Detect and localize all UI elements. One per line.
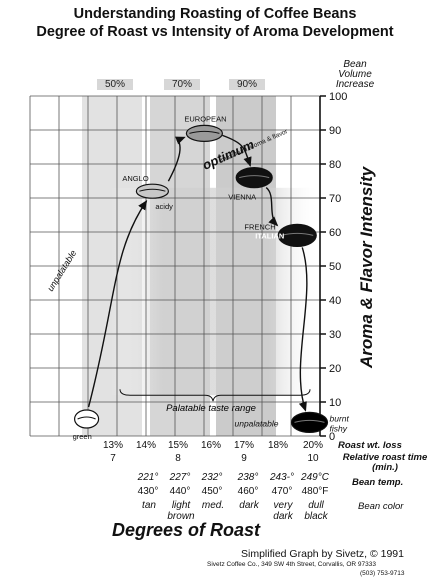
- palatable-brace: [119, 389, 311, 402]
- palatable-label: Palatable taste range: [166, 403, 256, 414]
- point-label: VIENNA: [228, 193, 256, 202]
- bean-color-value: tan: [142, 500, 156, 511]
- temp-c-value: 232°: [201, 472, 223, 483]
- grid: [29, 95, 326, 437]
- bean-volume-label-line: Bean: [343, 59, 367, 70]
- bean-crease: [294, 419, 325, 423]
- x-tick-label: 15%: [167, 440, 188, 451]
- bean-green: [73, 409, 100, 429]
- volume-increase-70: 70%: [164, 79, 201, 90]
- x-tick-label: 18%: [267, 440, 288, 451]
- bean-anglo: [135, 183, 169, 199]
- temp-f-value: 450°: [201, 486, 223, 497]
- roast-time-value: 10: [307, 453, 319, 464]
- y-tick-label: 30: [329, 329, 341, 341]
- arrow-european-vienna: [222, 134, 252, 167]
- bean-color-value: med.: [201, 500, 225, 511]
- chart-subtitle: Degree of Roast vs Intensity of Aroma De…: [36, 24, 394, 40]
- y-tick-label: 60: [329, 227, 341, 239]
- temp-f-value: 470°: [271, 486, 293, 497]
- bean-color-label: Bean color: [358, 501, 404, 512]
- point-label: burnt: [330, 413, 350, 423]
- temp-f-value: 440°: [169, 486, 191, 497]
- x-tick-label: 13%: [102, 440, 123, 451]
- temp-c-value: 238°: [237, 472, 259, 483]
- bean-crease: [239, 175, 270, 179]
- bean-italian: [277, 223, 317, 247]
- x-axis-name: Roast wt. loss: [338, 440, 402, 451]
- point-label: green: [73, 432, 92, 441]
- point-label: unpalatable: [45, 248, 78, 293]
- temp-c-value: 221°: [137, 472, 159, 483]
- bean-crease: [77, 416, 96, 420]
- temp-f-value: 460°: [237, 486, 259, 497]
- point-label: unpalatable: [235, 418, 279, 428]
- point-label: acidy: [155, 202, 173, 211]
- y-tick-label: 10: [329, 397, 341, 409]
- footer-credit: Simplified Graph by Sivetz, © 1991: [241, 548, 404, 560]
- bean-crease: [281, 232, 314, 236]
- roast-time-value: 7: [110, 453, 116, 464]
- point-label: fishy: [330, 423, 348, 433]
- roast-time-label: Relative roast time (min.): [342, 452, 428, 473]
- bean-color-value: light brown: [167, 500, 195, 522]
- arrow-vienna-italian: [265, 187, 279, 227]
- bean-unpalatable: [290, 411, 329, 433]
- bean-crease: [139, 188, 166, 192]
- bean-volume-label: Bean Volume Increase: [320, 60, 390, 90]
- temp-c-value: 227°: [169, 472, 191, 483]
- y-tick-label: 0: [329, 431, 335, 443]
- volume-increase-50: 50%: [97, 79, 134, 90]
- y-axis-title: Aroma & Flavor Intensity: [357, 166, 376, 368]
- temp-c-value: 243-°: [269, 472, 294, 483]
- arrow-italian-unpalatable: [298, 247, 308, 412]
- bean-color-value: dull black: [304, 500, 328, 522]
- volume-increase-90: 90%: [229, 79, 266, 90]
- point-label: ITALIAN: [255, 231, 284, 240]
- point-label: EUROPEAN: [184, 114, 226, 123]
- bean-vienna: [235, 167, 273, 189]
- bean-volume-label-line: Volume: [338, 69, 372, 80]
- y-tick-label: 70: [329, 193, 341, 205]
- bean-european: [185, 124, 223, 142]
- y-tick-label: 50: [329, 261, 341, 273]
- roast-time-value: 9: [241, 453, 247, 464]
- footer-address: Sivetz Coffee Co., 349 SW 4th Street, Co…: [207, 561, 376, 568]
- temp-label: Bean temp.: [352, 477, 404, 488]
- y-tick-label: 40: [329, 295, 341, 307]
- x-tick-label: 14%: [135, 440, 156, 451]
- x-tick-label: 16%: [200, 440, 221, 451]
- temp-c-value: 249°C: [301, 472, 329, 483]
- x-axis-title: Degrees of Roast: [112, 520, 261, 540]
- roast-time-value: 8: [175, 453, 181, 464]
- point-label: FRENCH: [244, 223, 275, 232]
- temp-f-value: 480°F: [301, 486, 329, 497]
- bean-volume-label-line: Increase: [335, 79, 375, 90]
- bean-color-value: very dark: [273, 500, 293, 522]
- arrow-anglo-european: [167, 136, 186, 182]
- footer-phone: (503) 753-9713: [360, 570, 405, 577]
- x-tick-label: 20%: [302, 440, 323, 451]
- y-tick-label: 20: [329, 363, 341, 375]
- arrow-green-anglo: [87, 200, 148, 408]
- y-tick-label: 100: [329, 91, 347, 103]
- chart-title: Understanding Roasting of Coffee Beans: [73, 6, 357, 22]
- x-tick-label: 17%: [233, 440, 254, 451]
- point-label: ANGLO: [122, 174, 148, 183]
- bean-crease: [189, 130, 220, 134]
- y-tick-label: 80: [329, 159, 341, 171]
- palatable-band: [110, 187, 320, 396]
- temp-f-value: 430°: [137, 486, 159, 497]
- bean-color-value: dark: [239, 500, 259, 511]
- y-tick-label: 90: [329, 125, 341, 137]
